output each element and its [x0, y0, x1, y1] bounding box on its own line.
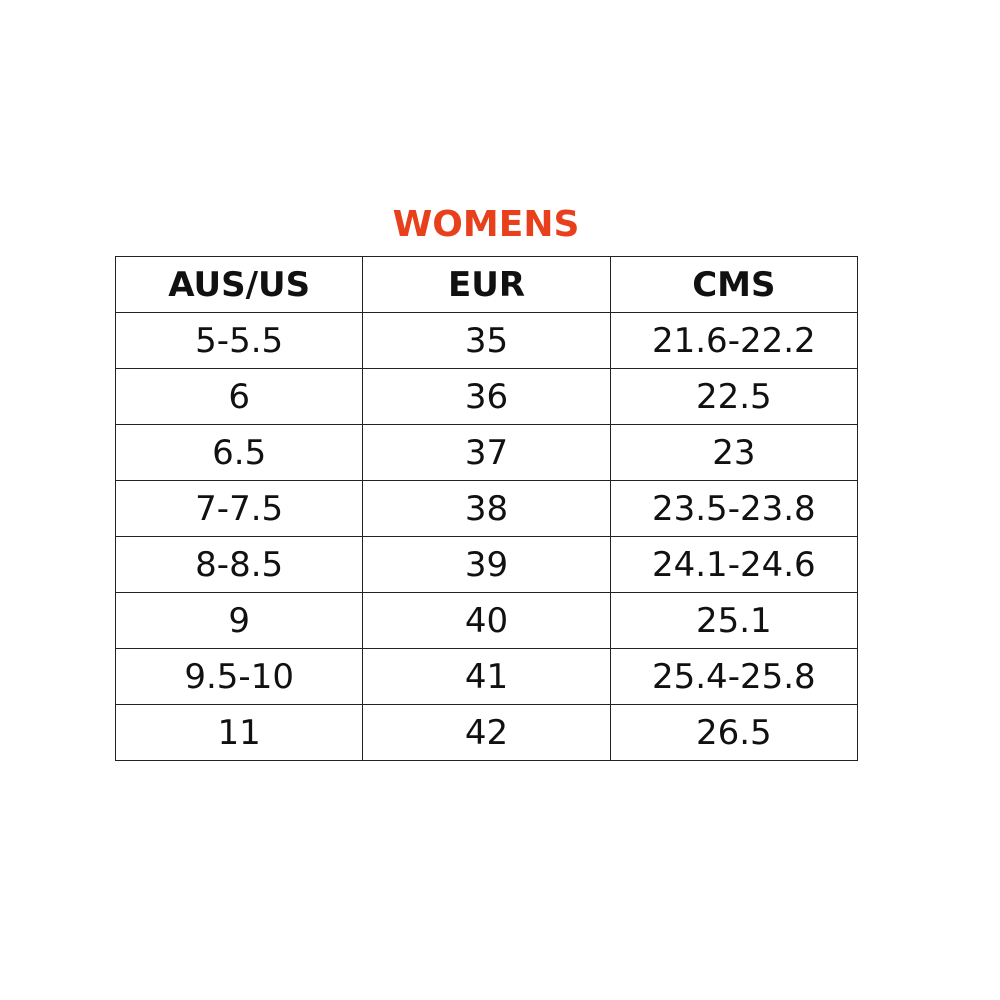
- table-row: 11 42 26.5: [114, 704, 859, 761]
- cell-aus-us: 6.5: [114, 424, 364, 481]
- cell-eur: 41: [362, 648, 611, 705]
- cell-cms: 24.1-24.6: [609, 536, 859, 593]
- cell-eur: 42: [362, 704, 611, 761]
- cell-aus-us: 5-5.5: [114, 312, 364, 369]
- table-row: 8-8.5 39 24.1-24.6: [114, 536, 859, 593]
- header-row: AUS/US EUR CMS: [114, 256, 859, 313]
- table-row: 9 40 25.1: [114, 592, 859, 649]
- cell-eur: 40: [362, 592, 611, 649]
- chart-title: WOMENS: [392, 204, 580, 245]
- header-eur: EUR: [362, 256, 611, 313]
- cell-cms: 25.4-25.8: [609, 648, 859, 705]
- cell-cms: 26.5: [609, 704, 859, 761]
- cell-aus-us: 6: [114, 368, 364, 425]
- table-row: 5-5.5 35 21.6-22.2: [114, 312, 859, 369]
- cell-cms: 23.5-23.8: [609, 480, 859, 537]
- cell-aus-us: 9: [114, 592, 364, 649]
- cell-eur: 39: [362, 536, 611, 593]
- cell-aus-us: 7-7.5: [114, 480, 364, 537]
- cell-cms: 21.6-22.2: [609, 312, 859, 369]
- table-row: 6.5 37 23: [114, 424, 859, 481]
- header-cms: CMS: [609, 256, 859, 313]
- size-table: AUS/US EUR CMS 5-5.5 35 21.6-22.2 6 36 22.5 6.…: [114, 256, 859, 761]
- cell-aus-us: 9.5-10: [114, 648, 364, 705]
- cell-eur: 37: [362, 424, 611, 481]
- table-row: 6 36 22.5: [114, 368, 859, 425]
- cell-cms: 23: [609, 424, 859, 481]
- cell-aus-us: 11: [114, 704, 364, 761]
- cell-eur: 38: [362, 480, 611, 537]
- table-row: 9.5-10 41 25.4-25.8: [114, 648, 859, 705]
- cell-cms: 25.1: [609, 592, 859, 649]
- cell-eur: 36: [362, 368, 611, 425]
- cell-cms: 22.5: [609, 368, 859, 425]
- cell-eur: 35: [362, 312, 611, 369]
- cell-aus-us: 8-8.5: [114, 536, 364, 593]
- table-row: 7-7.5 38 23.5-23.8: [114, 480, 859, 537]
- header-aus-us: AUS/US: [114, 256, 364, 313]
